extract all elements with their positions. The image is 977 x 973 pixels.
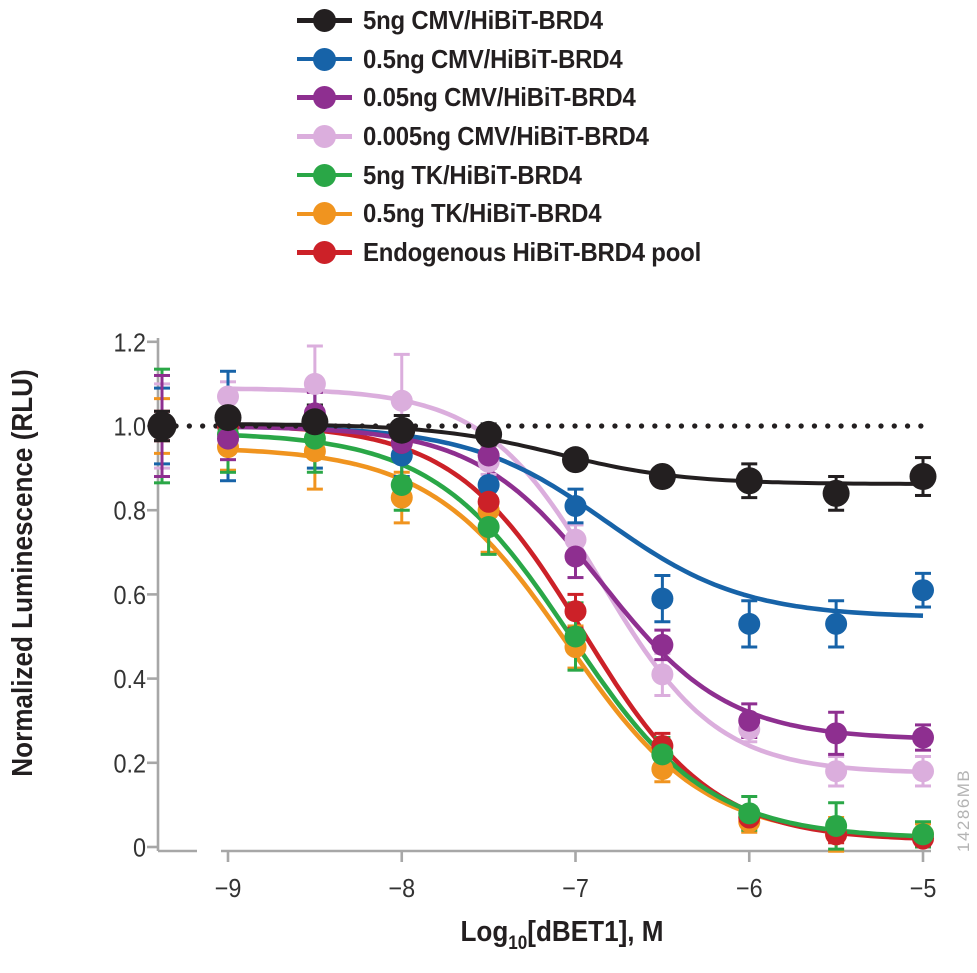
- legend-dot-icon: [313, 124, 336, 148]
- data-point-0.005ng-cmv: [651, 663, 674, 686]
- data-point-0.5ng-cmv: [651, 587, 674, 610]
- data-point-0.05ng-cmv: [738, 709, 761, 732]
- legend-item-label: 0.05ng CMV/HiBiT-BRD4: [363, 82, 636, 113]
- legend-marker: [297, 124, 352, 148]
- legend-dot-icon: [313, 202, 336, 226]
- curve-0.05ng-cmv: [227, 424, 924, 741]
- data-point-0.005ng-cmv: [564, 528, 587, 551]
- data-point-0.005ng-cmv: [825, 760, 848, 783]
- data-point-endogenous: [564, 600, 587, 623]
- data-point-5ng-tk: [738, 802, 761, 825]
- y-tick-label: 0: [133, 834, 146, 862]
- legend-item: 0.5ng CMV/HiBiT-BRD4: [297, 40, 730, 79]
- data-point-5ng-cmv: [301, 408, 329, 436]
- data-point-0.5ng-cmv: [477, 473, 500, 496]
- data-point-5ng-tk: [477, 516, 500, 539]
- data-point-0.005ng-cmv: [217, 385, 239, 408]
- legend-dot-icon: [313, 240, 336, 264]
- legend-item-label: 0.005ng CMV/HiBiT-BRD4: [363, 120, 649, 151]
- legend-marker: [297, 240, 352, 264]
- data-point-5ng-tk: [825, 814, 848, 837]
- x-tick-label: −9: [215, 875, 242, 903]
- legend-marker: [297, 8, 352, 32]
- x-tick-label: −6: [736, 875, 763, 903]
- legend-marker: [297, 86, 352, 110]
- data-point-0.5ng-cmv: [825, 612, 848, 635]
- y-tick-label: 0.8: [113, 498, 146, 526]
- data-point-5ng-tk: [912, 823, 934, 846]
- legend-item-label: Endogenous HiBiT-BRD4 pool: [363, 236, 702, 267]
- control-point-5ng-cmv: [147, 411, 177, 441]
- data-point-0.05ng-cmv: [825, 722, 848, 745]
- legend-item-label: 5ng TK/HiBiT-BRD4: [363, 159, 582, 190]
- data-point-5ng-cmv: [822, 479, 850, 507]
- legend-item: 0.05ng CMV/HiBiT-BRD4: [297, 78, 730, 117]
- legend-marker: [297, 163, 352, 187]
- legend-item: 5ng TK/HiBiT-BRD4: [297, 156, 730, 195]
- legend-dot-icon: [313, 8, 336, 32]
- data-point-0.005ng-cmv: [303, 372, 326, 395]
- data-point-5ng-cmv: [214, 404, 242, 432]
- data-point-5ng-cmv: [648, 463, 676, 491]
- x-tick-label: −8: [388, 875, 415, 903]
- y-tick-label: 0.2: [113, 750, 146, 778]
- data-point-0.005ng-cmv: [912, 760, 934, 783]
- y-tick-label: 1.0: [113, 413, 146, 441]
- legend-item: 0.5ng TK/HiBiT-BRD4: [297, 194, 730, 233]
- data-point-5ng-tk: [564, 625, 587, 648]
- watermark: 14286MB: [954, 769, 973, 852]
- data-point-5ng-cmv: [475, 420, 503, 448]
- legend-marker: [297, 47, 352, 71]
- legend-item-label: 0.5ng TK/HiBiT-BRD4: [363, 198, 602, 229]
- legend-dot-icon: [313, 163, 336, 187]
- data-point-0.5ng-cmv: [912, 579, 934, 602]
- data-point-0.5ng-cmv: [564, 494, 587, 517]
- data-point-0.05ng-cmv: [564, 545, 587, 568]
- data-point-0.05ng-cmv: [651, 633, 674, 656]
- legend-dot-icon: [313, 47, 336, 71]
- data-point-0.05ng-cmv: [217, 427, 239, 450]
- data-point-5ng-tk: [651, 743, 674, 766]
- legend: 5ng CMV/HiBiT-BRD4 0.5ng CMV/HiBiT-BRD4 0.…: [297, 1, 730, 272]
- data-point-5ng-cmv: [909, 463, 937, 491]
- legend-dot-icon: [313, 86, 336, 110]
- y-tick-label: 0.6: [113, 582, 146, 610]
- legend-item: 5ng CMV/HiBiT-BRD4: [297, 1, 730, 40]
- data-point-5ng-cmv: [562, 446, 589, 474]
- legend-item: Endogenous HiBiT-BRD4 pool: [297, 233, 730, 272]
- legend-item: 0.005ng CMV/HiBiT-BRD4: [297, 117, 730, 156]
- legend-item-label: 0.5ng CMV/HiBiT-BRD4: [363, 43, 623, 74]
- legend-marker: [297, 202, 352, 226]
- data-point-0.005ng-cmv: [390, 389, 413, 412]
- y-axis-title: Normalized Luminescence (RLU): [6, 369, 39, 776]
- data-point-0.05ng-cmv: [477, 444, 500, 467]
- y-tick-label: 0.4: [113, 666, 146, 694]
- data-points: [147, 372, 937, 850]
- data-point-endogenous: [477, 490, 500, 513]
- x-tick-label: −5: [910, 875, 937, 903]
- legend-item-label: 5ng CMV/HiBiT-BRD4: [363, 4, 603, 35]
- x-axis-title: Log10[dBET1], M: [460, 915, 663, 953]
- data-point-5ng-tk: [390, 473, 413, 496]
- tick-labels: 0 0.2 0.4 0.6 0.8 1.0 1.2 −9 −8 −7 −6 −5: [113, 329, 936, 903]
- data-point-5ng-cmv: [735, 467, 763, 495]
- x-tick-label: −7: [562, 875, 589, 903]
- y-tick-label: 1.2: [113, 329, 146, 357]
- data-point-0.5ng-cmv: [738, 612, 761, 635]
- data-point-0.05ng-cmv: [912, 726, 934, 749]
- data-point-5ng-cmv: [388, 416, 416, 444]
